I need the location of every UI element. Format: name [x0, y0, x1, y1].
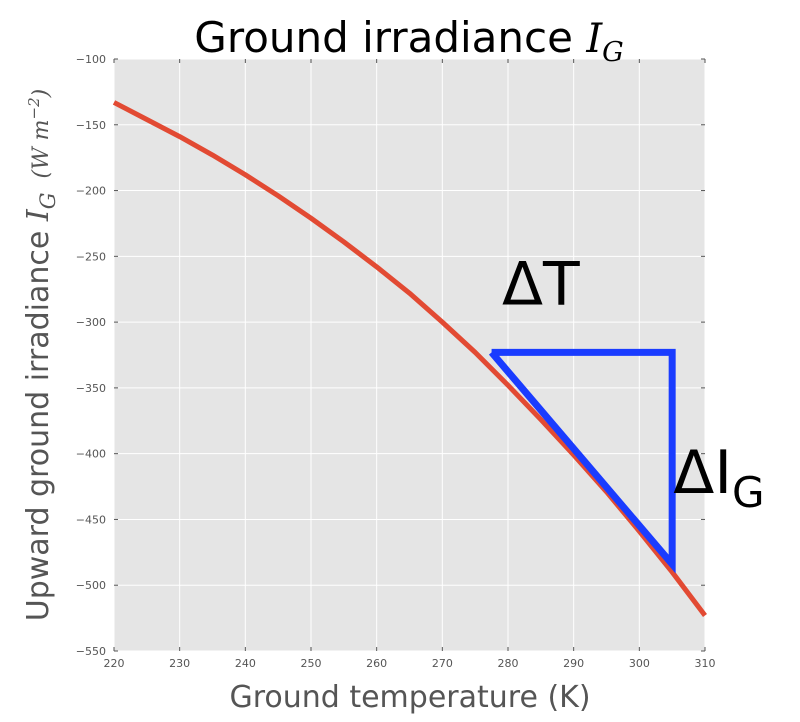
x-tick-label: 220	[104, 657, 125, 670]
x-axis-label: Ground temperature (K)	[229, 680, 590, 715]
x-tick-label: 300	[629, 657, 650, 670]
x-tick-labels: 220 230 240 250 260 270 280 290 300 310	[104, 657, 716, 670]
y-tick-label: −100	[76, 53, 106, 66]
tick-marks	[113, 58, 706, 652]
y-tick-label: −250	[76, 250, 106, 263]
x-tick-label: 250	[301, 657, 322, 670]
x-tick-label: 240	[235, 657, 256, 670]
x-tick-label: 290	[563, 657, 584, 670]
y-tick-label: −500	[76, 579, 106, 592]
y-axis-label: Upward ground irradiance IG(W m−2)	[21, 89, 60, 622]
y-tick-label: −450	[76, 513, 106, 526]
y-tick-labels: −100 −150 −200 −250 −300 −350 −400 −450 −500 −550	[76, 53, 106, 658]
grid-lines	[113, 58, 706, 652]
x-tick-label: 280	[498, 657, 519, 670]
y-tick-label: −550	[76, 645, 106, 658]
y-tick-label: −200	[76, 185, 106, 198]
y-tick-label: −150	[76, 119, 106, 132]
x-tick-label: 230	[169, 657, 190, 670]
delta-t-annotation: ΔT	[502, 250, 580, 320]
delta-triangle	[488, 348, 676, 574]
y-tick-label: −300	[76, 316, 106, 329]
x-tick-label: 260	[366, 657, 387, 670]
y-tick-label: −350	[76, 382, 106, 395]
x-tick-label: 310	[695, 657, 716, 670]
delta-ig-annotation: ΔIG	[673, 438, 764, 517]
y-tick-label: −400	[76, 448, 106, 461]
chart-title: Ground irradiance IG	[194, 13, 623, 68]
x-tick-label: 270	[432, 657, 453, 670]
